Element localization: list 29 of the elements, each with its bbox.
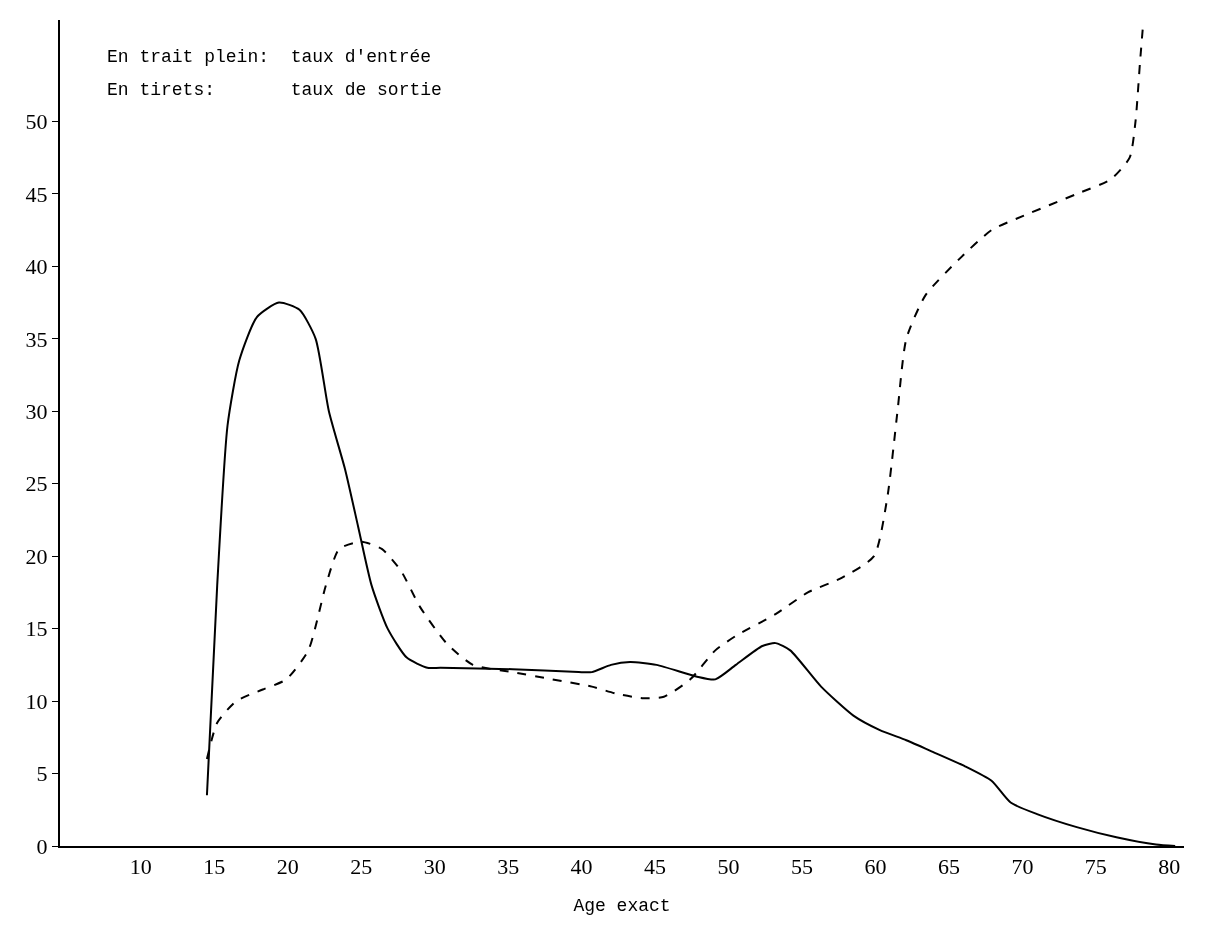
y-tick-label: 5 <box>36 761 48 787</box>
x-tick-label: 65 <box>937 854 960 880</box>
x-tick-label: 30 <box>423 854 446 880</box>
y-tick-label: 0 <box>36 833 48 859</box>
y-tick-label: 30 <box>25 398 48 424</box>
x-tick-label: 35 <box>497 854 520 880</box>
x-tick-label: 45 <box>644 854 667 880</box>
y-tick-label: 25 <box>25 471 48 497</box>
y-tick-label: 45 <box>25 181 48 207</box>
x-axis-title: Age exact <box>573 896 671 916</box>
annotation: En tirets: taux de sortie <box>107 80 442 100</box>
x-tick-label: 50 <box>717 854 740 880</box>
x-tick-label: 70 <box>1011 854 1034 880</box>
y-tick-label: 40 <box>25 254 48 280</box>
x-tick-label: 20 <box>276 854 299 880</box>
y-tick-label: 10 <box>25 688 48 714</box>
x-tick-label: 40 <box>570 854 593 880</box>
y-tick-label: 50 <box>25 109 48 135</box>
x-tick-label: 60 <box>864 854 887 880</box>
x-tick-label: 80 <box>1158 854 1181 880</box>
y-tick-label: 15 <box>25 616 48 642</box>
x-tick-label: 25 <box>350 854 373 880</box>
y-tick-label: 20 <box>25 543 48 569</box>
x-tick-label: 55 <box>790 854 813 880</box>
x-tick-label: 75 <box>1084 854 1107 880</box>
annotation: En trait plein: taux d'entrée <box>107 47 432 67</box>
x-tick-label: 10 <box>129 854 152 880</box>
x-tick-label: 15 <box>203 854 226 880</box>
y-tick-label: 35 <box>25 326 48 352</box>
